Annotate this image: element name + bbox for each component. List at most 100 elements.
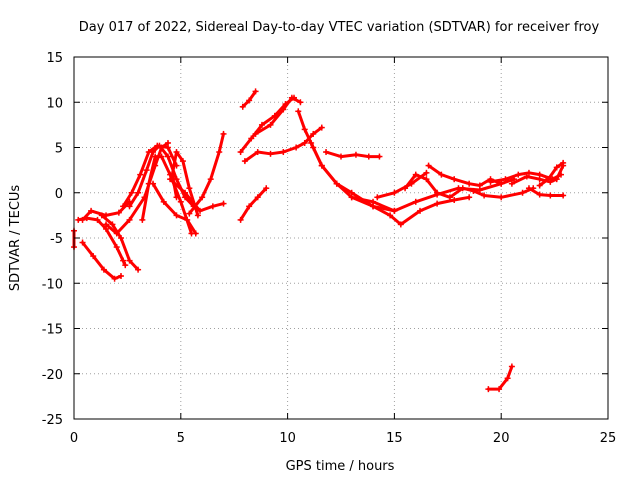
data-point [446,194,453,201]
data-point [128,189,135,196]
data-point [220,130,227,137]
data-point [182,189,189,196]
data-point [216,149,223,156]
x-tick-label: 25 [600,431,617,446]
data-point [111,275,118,282]
data-point [117,235,124,241]
data-point [113,230,120,237]
data-point [547,192,554,199]
data-point [515,171,522,178]
data-point [94,216,101,223]
series-track-19 [323,149,383,160]
data-point [376,153,383,160]
x-tick-label: 0 [70,431,78,446]
data-point [288,94,295,101]
series-line [527,186,565,197]
data-point [417,207,424,214]
data-point [423,176,430,183]
data-point [481,192,488,199]
series-line [254,96,302,136]
y-tick-label: 10 [46,96,63,111]
data-point [241,158,248,165]
y-tick-label: 5 [55,142,63,157]
data-point [154,142,161,149]
series-line [81,241,123,281]
data-point [209,203,216,210]
data-point [519,189,526,196]
data-point [525,185,532,192]
data-point [553,164,560,171]
data-point [451,196,458,203]
data-point [254,194,261,201]
y-tick-label: 0 [55,187,63,202]
data-point [310,130,317,137]
data-point [115,209,122,216]
data-point [117,273,124,280]
data-point [280,149,287,156]
data-point [126,257,133,264]
data-point [438,171,445,178]
data-point [197,207,204,214]
data-point [280,106,287,113]
data-point [498,180,505,187]
y-tick-label: 15 [46,51,63,66]
data-point [536,176,543,183]
data-point [79,239,86,246]
data-point [158,153,165,160]
chart-title: Day 017 of 2022, Sidereal Day-to-day VTE… [79,20,600,35]
series-line [239,186,268,222]
data-point [263,185,270,192]
data-point [220,200,227,207]
data-point [412,171,419,178]
data-point [173,212,180,219]
series-track-18 [295,108,398,214]
data-point [143,167,150,174]
series-line [76,216,127,267]
data-point [160,198,167,205]
data-point [100,266,107,273]
data-point [387,212,394,219]
data-point [560,159,567,166]
series-track-29 [485,363,515,393]
axis-ticks: 0 5 10 15 20 25 -25 -20 -15 -10 -5 0 5 10 15 [42,51,617,446]
data-point [199,194,206,201]
data-point [318,162,325,169]
series-track-24 [425,162,505,189]
data-point [120,257,127,264]
data-point [113,244,120,251]
data-point [536,182,543,189]
data-point [126,203,133,210]
data-point [237,216,244,223]
series-track-25 [487,169,565,185]
data-point [487,178,494,185]
data-point [239,103,246,110]
series-track-28 [536,159,567,189]
series-group [71,88,567,393]
data-point [496,386,503,393]
x-axis-label: GPS time / hours [286,459,395,474]
data-point [485,386,492,393]
data-point [502,176,509,183]
data-point [109,221,116,228]
data-point [425,162,432,169]
data-point [246,203,253,210]
data-point [498,194,505,201]
data-point [370,198,377,205]
data-point [145,149,152,156]
data-point [323,149,330,156]
data-point [338,153,344,160]
data-point [434,200,441,207]
series-track-20 [308,139,473,228]
data-point [423,169,430,176]
data-point [508,180,515,187]
data-point [466,194,473,201]
series-track-16 [241,124,325,165]
y-tick-label: -25 [42,413,63,428]
series-track-11 [167,176,227,214]
data-point [545,176,552,183]
y-axis-label: SDTVAR / TECUs [8,185,23,292]
data-point [252,88,259,95]
data-point [186,210,193,217]
data-point [186,185,193,192]
data-point [248,135,255,142]
